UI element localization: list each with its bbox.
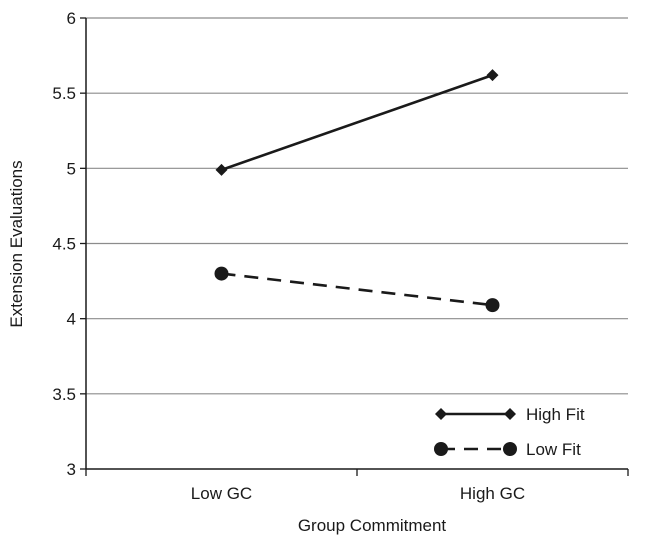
x-axis-title: Group Commitment bbox=[298, 516, 447, 535]
legend-label: High Fit bbox=[526, 405, 585, 424]
legend-entry: High Fit bbox=[435, 405, 585, 424]
series-line bbox=[221, 272, 493, 307]
legend-marker bbox=[435, 408, 447, 420]
data-point-marker bbox=[215, 163, 228, 176]
grid-lines bbox=[86, 17, 628, 395]
y-tick-label: 3 bbox=[67, 460, 76, 479]
series-high-fit bbox=[215, 69, 499, 176]
axes bbox=[80, 17, 629, 476]
legend-entry: Low Fit bbox=[434, 440, 581, 459]
legend-marker bbox=[504, 408, 516, 420]
legend-marker bbox=[503, 442, 517, 456]
legend-marker bbox=[434, 442, 448, 456]
series-low-fit bbox=[214, 266, 500, 313]
y-tick-label: 4.5 bbox=[52, 235, 76, 254]
legend: High Fit Low Fit bbox=[434, 405, 585, 459]
y-tick-label: 4 bbox=[67, 310, 76, 329]
y-tick-label: 5 bbox=[67, 159, 76, 178]
legend-label: Low Fit bbox=[526, 440, 581, 459]
data-point-marker bbox=[485, 298, 500, 313]
series-lines bbox=[214, 69, 500, 313]
tick-labels: 3 3.5 4 4.5 5 5.5 6 Low GC High GC bbox=[52, 9, 525, 503]
y-axis-title: Extension Evaluations bbox=[7, 160, 26, 327]
x-tick-label: High GC bbox=[460, 484, 525, 503]
y-tick-label: 5.5 bbox=[52, 84, 76, 103]
y-tick-label: 3.5 bbox=[52, 385, 76, 404]
data-point-marker bbox=[486, 69, 499, 82]
data-point-marker bbox=[214, 266, 229, 281]
series-line bbox=[221, 73, 493, 172]
y-tick-label: 6 bbox=[67, 9, 76, 28]
x-tick-label: Low GC bbox=[191, 484, 252, 503]
